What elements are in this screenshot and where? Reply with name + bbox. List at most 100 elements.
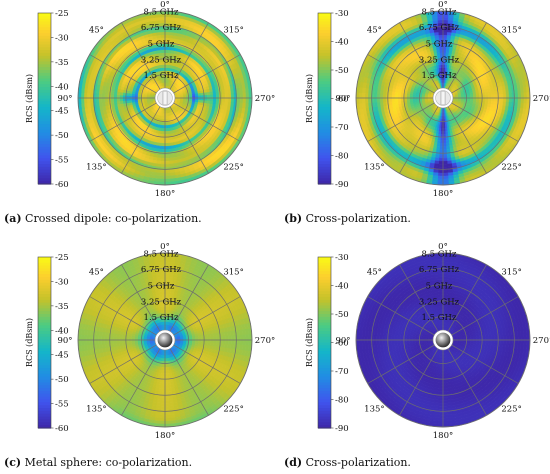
heatmap-cell bbox=[505, 97, 510, 103]
radial-tick-label: 6.75 GHz bbox=[141, 23, 182, 33]
heatmap-cell bbox=[442, 151, 447, 156]
colorbar-tick-label: -45 bbox=[55, 107, 69, 117]
heatmap-cell bbox=[164, 34, 170, 39]
heatmap-cell bbox=[168, 148, 173, 153]
heatmap-cell bbox=[89, 97, 94, 104]
heatmap-cell bbox=[164, 154, 170, 159]
heatmap-cell bbox=[159, 169, 166, 174]
colorbar-tick-label: -60 bbox=[55, 180, 69, 190]
heatmap-cell bbox=[110, 101, 115, 106]
heatmap-cell bbox=[212, 91, 217, 96]
angle-tick-label: 90° bbox=[57, 94, 72, 104]
heatmap-cell bbox=[400, 100, 405, 104]
heatmap-cell bbox=[122, 100, 127, 104]
heatmap-cell bbox=[227, 97, 232, 103]
heatmap-cell bbox=[161, 49, 166, 54]
heatmap-cell bbox=[439, 148, 444, 153]
heatmap-cell bbox=[242, 92, 247, 99]
heatmap-cell bbox=[364, 92, 369, 99]
heatmap-cell bbox=[101, 97, 106, 103]
heatmap-cell bbox=[442, 49, 447, 54]
heatmap-cell bbox=[445, 145, 450, 150]
heatmap-cell bbox=[221, 97, 226, 103]
heatmap-cell bbox=[442, 178, 449, 183]
heatmap-cell bbox=[442, 157, 448, 162]
heatmap-cell bbox=[445, 142, 450, 147]
heatmap-cell bbox=[104, 93, 109, 99]
heatmap-cell bbox=[206, 91, 211, 96]
heatmap-cell bbox=[119, 97, 123, 102]
heatmap-cell bbox=[358, 97, 363, 104]
heatmap-cell bbox=[230, 97, 235, 103]
heatmap-cell bbox=[508, 93, 513, 99]
heatmap-cell bbox=[442, 142, 447, 147]
heatmap-cell bbox=[164, 142, 169, 147]
heatmap-cell bbox=[113, 100, 118, 105]
heatmap-cell bbox=[212, 94, 217, 99]
angle-tick-label: 135° bbox=[86, 163, 106, 173]
heatmap-cell bbox=[160, 34, 166, 39]
heatmap-cell bbox=[445, 136, 449, 141]
heatmap-cell bbox=[161, 140, 166, 144]
heatmap-cell bbox=[436, 49, 441, 54]
heatmap-cell bbox=[382, 93, 387, 99]
heatmap-cell bbox=[95, 93, 100, 99]
heatmap-cell bbox=[487, 94, 492, 99]
heatmap-cell bbox=[242, 97, 247, 104]
heatmap-cell bbox=[86, 97, 91, 104]
heatmap-cell bbox=[110, 97, 115, 102]
heatmap-cell bbox=[442, 169, 449, 174]
heatmap-cell bbox=[212, 97, 217, 102]
heatmap-cell bbox=[160, 154, 166, 159]
colorbar-tick-label: -50 bbox=[55, 131, 69, 141]
heatmap-cell bbox=[116, 97, 121, 102]
angle-tick-label: 225° bbox=[223, 163, 243, 173]
heatmap-cell bbox=[376, 97, 381, 103]
heatmap-cell bbox=[445, 139, 450, 144]
heatmap-cell bbox=[245, 97, 250, 104]
heatmap-cell bbox=[164, 178, 171, 183]
heatmap-cell bbox=[442, 145, 447, 150]
heatmap-cell bbox=[438, 34, 444, 39]
heatmap-cell bbox=[391, 94, 396, 99]
heatmap-cell bbox=[245, 92, 250, 99]
heatmap-cell bbox=[481, 92, 486, 96]
heatmap-cell bbox=[514, 97, 519, 104]
heatmap-cell bbox=[514, 92, 519, 99]
heatmap-cell bbox=[442, 34, 448, 39]
heatmap-cell bbox=[86, 92, 91, 99]
heatmap-cell bbox=[236, 92, 241, 99]
heatmap-cell bbox=[167, 139, 172, 144]
heatmap-cell bbox=[209, 97, 214, 102]
heatmap-cell bbox=[493, 94, 498, 99]
heatmap-cell bbox=[442, 140, 447, 144]
heatmap-cell bbox=[218, 97, 223, 103]
heatmap-cell bbox=[502, 97, 507, 103]
heatmap-cell bbox=[437, 169, 444, 174]
heatmap-cell bbox=[98, 93, 103, 99]
heatmap-cell bbox=[164, 160, 170, 165]
heatmap-cell bbox=[397, 97, 401, 102]
heatmap-cell bbox=[523, 97, 528, 104]
heatmap-cell bbox=[160, 151, 166, 156]
heatmap-cell bbox=[388, 94, 393, 99]
angle-tick-label: 45° bbox=[89, 25, 104, 35]
heatmap-cell bbox=[391, 100, 396, 105]
heatmap-cells bbox=[77, 10, 253, 186]
heatmap-cell bbox=[167, 142, 172, 147]
heatmap-cell bbox=[437, 175, 444, 180]
heatmap-cell bbox=[438, 154, 444, 159]
heatmap-cell bbox=[439, 49, 444, 54]
heatmap-cell bbox=[164, 151, 169, 156]
heatmap-cell bbox=[224, 97, 229, 103]
heatmap-cell bbox=[116, 94, 121, 99]
heatmap-cell bbox=[230, 93, 235, 99]
heatmap-cell bbox=[487, 91, 492, 96]
heatmap-cell bbox=[379, 93, 384, 99]
heatmap-cell bbox=[159, 175, 166, 180]
radial-tick-label: 1.5 GHz bbox=[144, 71, 179, 81]
heatmap-cell bbox=[164, 175, 171, 180]
heatmap-cell bbox=[493, 97, 498, 102]
heatmap-cell bbox=[215, 94, 220, 99]
